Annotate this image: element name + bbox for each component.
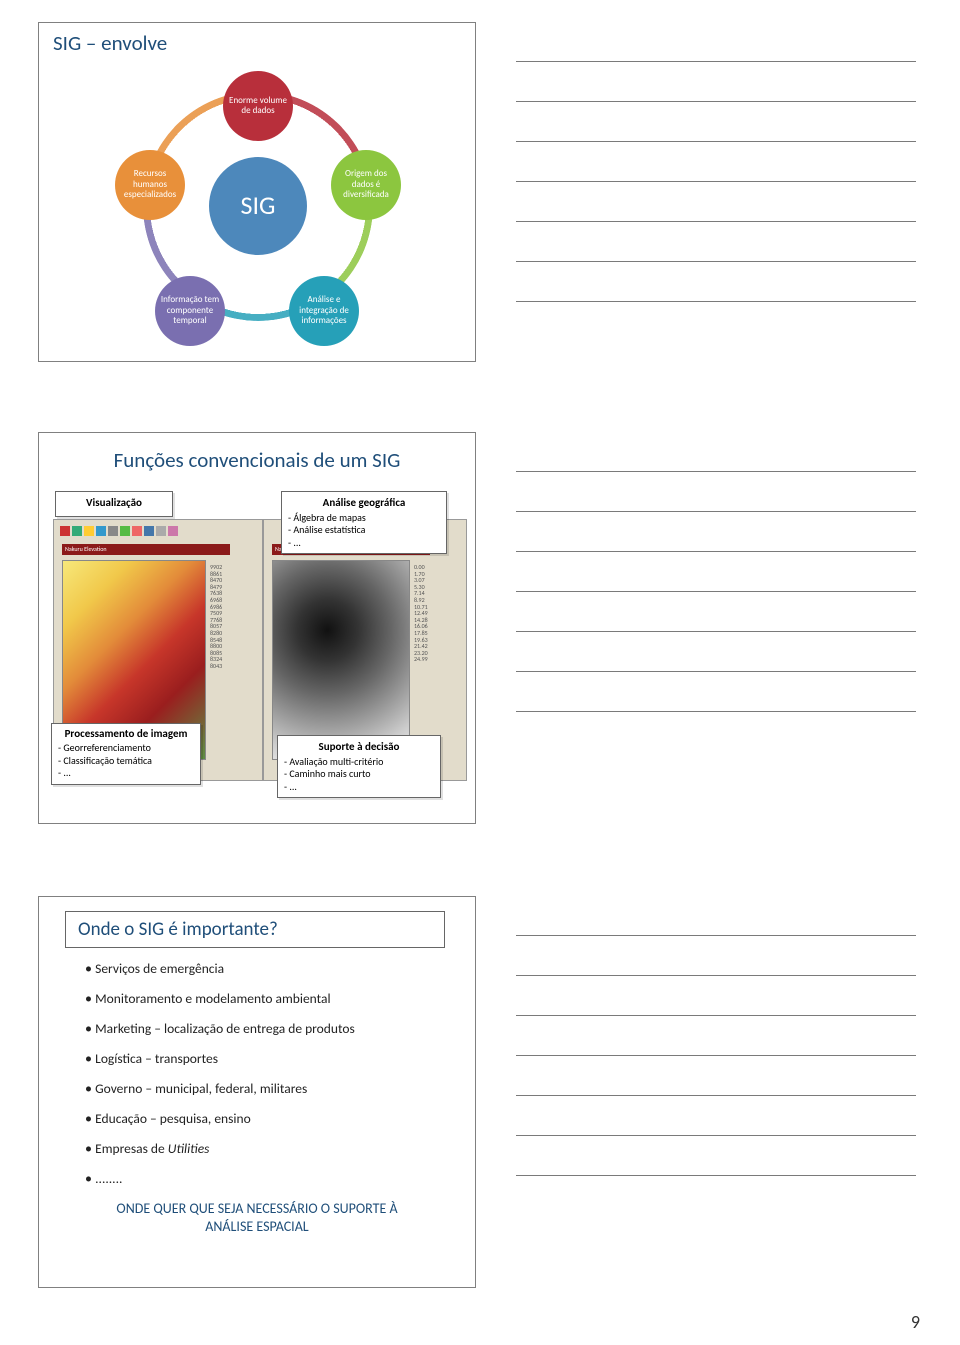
page-number: 9 [911, 1311, 920, 1333]
center-circle: SIG [209, 157, 307, 255]
note-line [516, 896, 916, 936]
box-dec-l3: - ... [284, 781, 434, 794]
notes-area-2 [516, 432, 916, 824]
box-analise-geo: Análise geográfica - Álgebra de mapas - … [281, 491, 447, 554]
box-proc-hdr: Processamento de imagem [58, 728, 194, 740]
slide-sig-envolve: SIG – envolve SIG Enorme volume de dados… [38, 22, 476, 362]
box-geo-l2: - Análise estatística [288, 524, 440, 537]
node-0-label: Enorme volume de dados [227, 96, 289, 117]
slope-map [272, 560, 410, 760]
node-4-label: Recursos humanos especializados [119, 169, 181, 200]
note-line [516, 432, 916, 472]
note-line [516, 142, 916, 182]
importance-list: Serviços de emergência Monitoramento e mo… [85, 960, 445, 1187]
legend-slope: 0.001.703.075.307.148.9210.7112.4914.281… [414, 564, 428, 663]
note-line [516, 62, 916, 102]
importance-item: Educação – pesquisa, ensino [85, 1110, 445, 1127]
notes-area-1 [516, 22, 916, 362]
note-line [516, 262, 916, 302]
node-2-label: Análise e integração de informações [293, 295, 355, 326]
node-0: Enorme volume de dados [223, 71, 293, 141]
box-processamento: Processamento de imagem - Georreferencia… [51, 723, 201, 785]
importance-item: Empresas de Utilities [85, 1140, 445, 1157]
slide-onde-importante: Onde o SIG é importante? Serviços de eme… [38, 896, 476, 1288]
note-line [516, 1016, 916, 1056]
note-line [516, 1056, 916, 1096]
node-4: Recursos humanos especializados [115, 150, 185, 220]
note-line [516, 592, 916, 632]
slide-funcoes: Funções convencionais de um SIG Nakuru E… [38, 432, 476, 824]
slide1-title: SIG – envolve [39, 23, 475, 63]
note-line [516, 512, 916, 552]
legend-elevation: 9902886184708479763869686986750977688057… [210, 564, 222, 670]
importance-item: Serviços de emergência [85, 960, 445, 977]
center-label: SIG [241, 191, 276, 221]
notes-area-3 [516, 896, 916, 1288]
footer-line2: ANÁLISE ESPACIAL [205, 1218, 308, 1235]
box-geo-l3: - ... [288, 537, 440, 550]
note-line [516, 976, 916, 1016]
footer-line1: ONDE QUER QUE SEJA NECESSÁRIO O SUPORTE … [116, 1200, 397, 1217]
slide3-footer: ONDE QUER QUE SEJA NECESSÁRIO O SUPORTE … [69, 1200, 445, 1236]
importance-item: ........ [85, 1170, 445, 1187]
note-line [516, 552, 916, 592]
slide3-title: Onde o SIG é importante? [65, 911, 445, 948]
note-line [516, 22, 916, 62]
box-vis-hdr: Visualização [62, 496, 166, 510]
importance-item: Governo – municipal, federal, militares [85, 1080, 445, 1097]
node-2: Análise e integração de informações [289, 276, 359, 346]
node-1: Origem dos dados é diversificada [331, 150, 401, 220]
map1-titlebar: Nakuru Elevation [62, 544, 230, 555]
box-proc-l3: - ... [58, 767, 194, 780]
node-1-label: Origem dos dados é diversificada [335, 169, 397, 200]
box-proc-l2: - Classificação temática [58, 755, 194, 768]
note-line [516, 102, 916, 142]
box-dec-l2: - Caminho mais curto [284, 768, 434, 781]
box-suporte-decisao: Suporte à decisão - Avaliação multi-crit… [277, 735, 441, 798]
box-visualizacao: Visualização [55, 491, 173, 517]
importance-item: Marketing – localização de entrega de pr… [85, 1020, 445, 1037]
note-line [516, 222, 916, 262]
box-geo-hdr: Análise geográfica [288, 496, 440, 510]
node-3: Informação tem componente temporal [155, 276, 225, 346]
box-dec-hdr: Suporte à decisão [284, 740, 434, 754]
note-line [516, 936, 916, 976]
toolbar-icons [60, 526, 178, 536]
note-line [516, 672, 916, 712]
importance-item: Logística – transportes [85, 1050, 445, 1067]
slide2-title: Funções convencionais de um SIG [39, 433, 475, 483]
note-line [516, 182, 916, 222]
note-line [516, 1136, 916, 1176]
box-proc-l1: - Georreferenciamento [58, 742, 194, 755]
note-line [516, 1096, 916, 1136]
note-line [516, 632, 916, 672]
importance-item: Monitoramento e modelamento ambiental [85, 990, 445, 1007]
node-3-label: Informação tem componente temporal [159, 295, 221, 326]
note-line [516, 472, 916, 512]
